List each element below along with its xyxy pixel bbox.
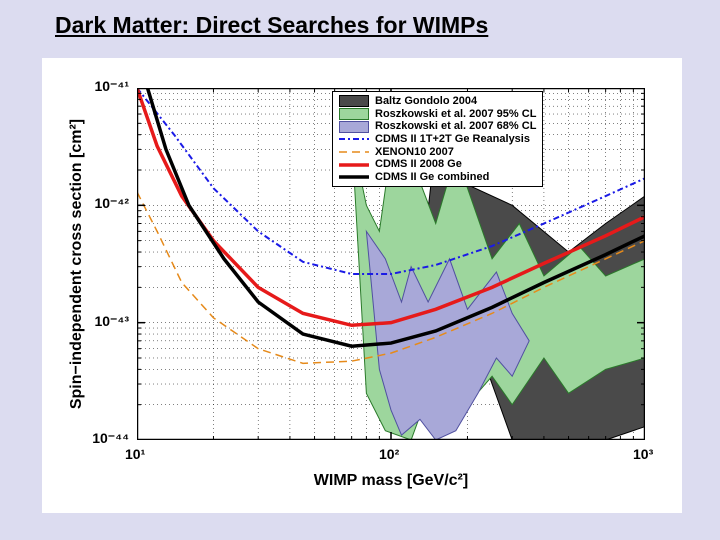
y-axis-label: Spin−independent cross section [cm²]: [68, 119, 86, 409]
legend-row: Roszkowski et al. 2007 95% CL: [339, 108, 536, 121]
legend-label: Roszkowski et al. 2007 68% CL: [375, 120, 536, 133]
x-axis-label: WIMP mass [GeV/c²]: [314, 472, 468, 490]
legend-label: Roszkowski et al. 2007 95% CL: [375, 108, 536, 121]
plot-area: Spin−independent cross section [cm²] WIM…: [137, 88, 645, 440]
x-tick-label: 10²: [379, 446, 399, 462]
y-tick-label: 10⁻⁴¹: [94, 78, 129, 95]
legend-label: CDMS II Ge combined: [375, 171, 489, 184]
y-tick-label: 10⁻⁴³: [94, 313, 129, 330]
legend-label: Baltz Gondolo 2004: [375, 95, 477, 108]
legend-label: CDMS II 1T+2T Ge Reanalysis: [375, 133, 530, 146]
legend-line-icon: [339, 133, 369, 145]
legend-label: CDMS II 2008 Ge: [375, 158, 462, 171]
y-tick-label: 10⁻⁴²: [94, 195, 129, 212]
legend-row: CDMS II Ge combined: [339, 171, 536, 184]
legend-swatch: [339, 121, 369, 133]
legend-swatch: [339, 108, 369, 120]
legend-line-icon: [339, 171, 369, 183]
legend-line-icon: [339, 146, 369, 158]
x-tick-label: 10³: [633, 446, 653, 462]
legend-label: XENON10 2007: [375, 146, 454, 159]
x-tick-label: 10¹: [125, 446, 145, 462]
legend-swatch: [339, 95, 369, 107]
page-title: Dark Matter: Direct Searches for WIMPs: [55, 12, 488, 39]
legend-row: CDMS II 1T+2T Ge Reanalysis: [339, 133, 536, 146]
legend-row: Roszkowski et al. 2007 68% CL: [339, 120, 536, 133]
legend-line-icon: [339, 159, 369, 171]
legend-row: Baltz Gondolo 2004: [339, 95, 536, 108]
legend-row: XENON10 2007: [339, 146, 536, 159]
legend: Baltz Gondolo 2004Roszkowski et al. 2007…: [332, 91, 543, 187]
y-tick-label: 10⁻⁴⁴: [92, 430, 129, 447]
plot-panel: Spin−independent cross section [cm²] WIM…: [42, 58, 682, 513]
legend-row: CDMS II 2008 Ge: [339, 158, 536, 171]
